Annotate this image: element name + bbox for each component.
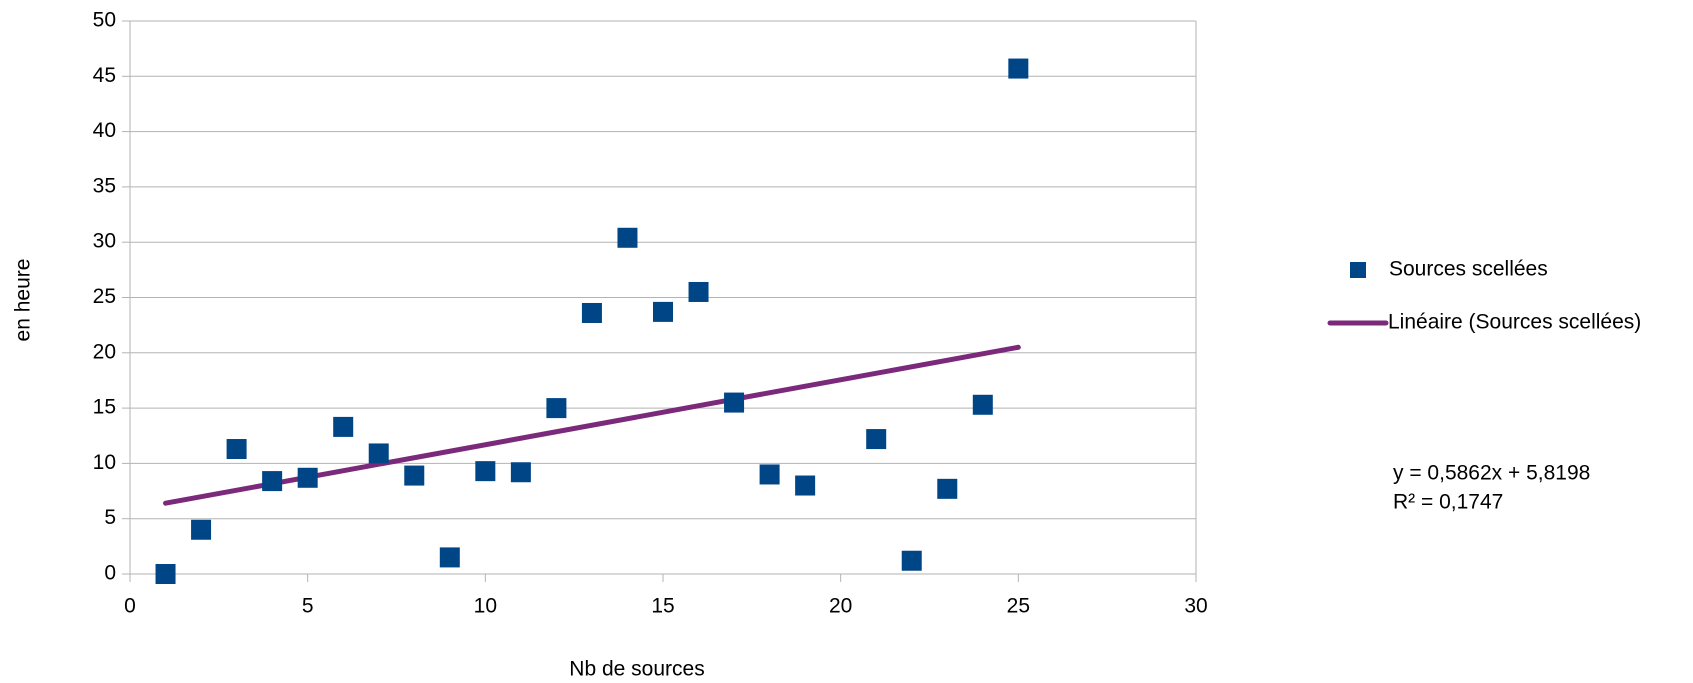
- point: [510, 462, 531, 483]
- y-tick-label: 5: [104, 506, 116, 529]
- point: [262, 471, 283, 492]
- point: [333, 416, 354, 437]
- point: [226, 439, 247, 460]
- y-tick-label: 45: [93, 64, 116, 87]
- point: [475, 461, 496, 482]
- legend-label: Linéaire (Sources scellées): [1388, 311, 1641, 334]
- y-tick-label: 15: [93, 396, 116, 419]
- point: [901, 550, 922, 571]
- y-axis-label: en heure: [12, 259, 35, 342]
- x-tick-label: 20: [829, 595, 852, 618]
- legend-label: Sources scellées: [1389, 258, 1548, 281]
- point: [191, 519, 212, 540]
- y-tick-label: 10: [93, 451, 116, 474]
- point: [653, 301, 673, 322]
- x-axis-label: Nb de sources: [569, 658, 704, 681]
- point: [546, 398, 567, 419]
- trend-line: [163, 344, 1021, 506]
- x-tick-label: 30: [1184, 595, 1207, 618]
- x-tick-label: 15: [651, 595, 674, 618]
- y-tick-label: 0: [104, 562, 116, 585]
- equation: y = 0,5862x + 5,8198: [1393, 462, 1590, 485]
- point: [297, 467, 318, 488]
- x-tick-label: 10: [474, 595, 497, 618]
- point: [368, 443, 389, 464]
- y-tick-label: 20: [93, 340, 116, 363]
- point: [617, 227, 638, 248]
- point: [866, 429, 887, 450]
- x-tick-label: 5: [302, 595, 314, 618]
- legend-marker: [1350, 262, 1366, 278]
- point: [404, 465, 425, 486]
- point: [937, 478, 958, 499]
- y-tick-label: 40: [93, 119, 116, 142]
- point: [795, 475, 816, 496]
- point: [759, 464, 780, 485]
- x-tick-label: 25: [1007, 595, 1030, 618]
- r-squared: R² = 0,1747: [1393, 491, 1503, 514]
- point: [155, 564, 176, 584]
- y-tick-label: 50: [93, 9, 116, 32]
- point: [972, 394, 993, 415]
- y-tick-label: 30: [93, 230, 116, 253]
- point: [581, 302, 602, 323]
- point: [1008, 58, 1029, 79]
- point: [439, 547, 460, 568]
- x-tick-label: 0: [124, 595, 136, 618]
- y-tick-label: 25: [93, 285, 116, 308]
- point: [688, 281, 709, 302]
- point: [724, 392, 745, 413]
- y-tick-label: 35: [93, 174, 116, 197]
